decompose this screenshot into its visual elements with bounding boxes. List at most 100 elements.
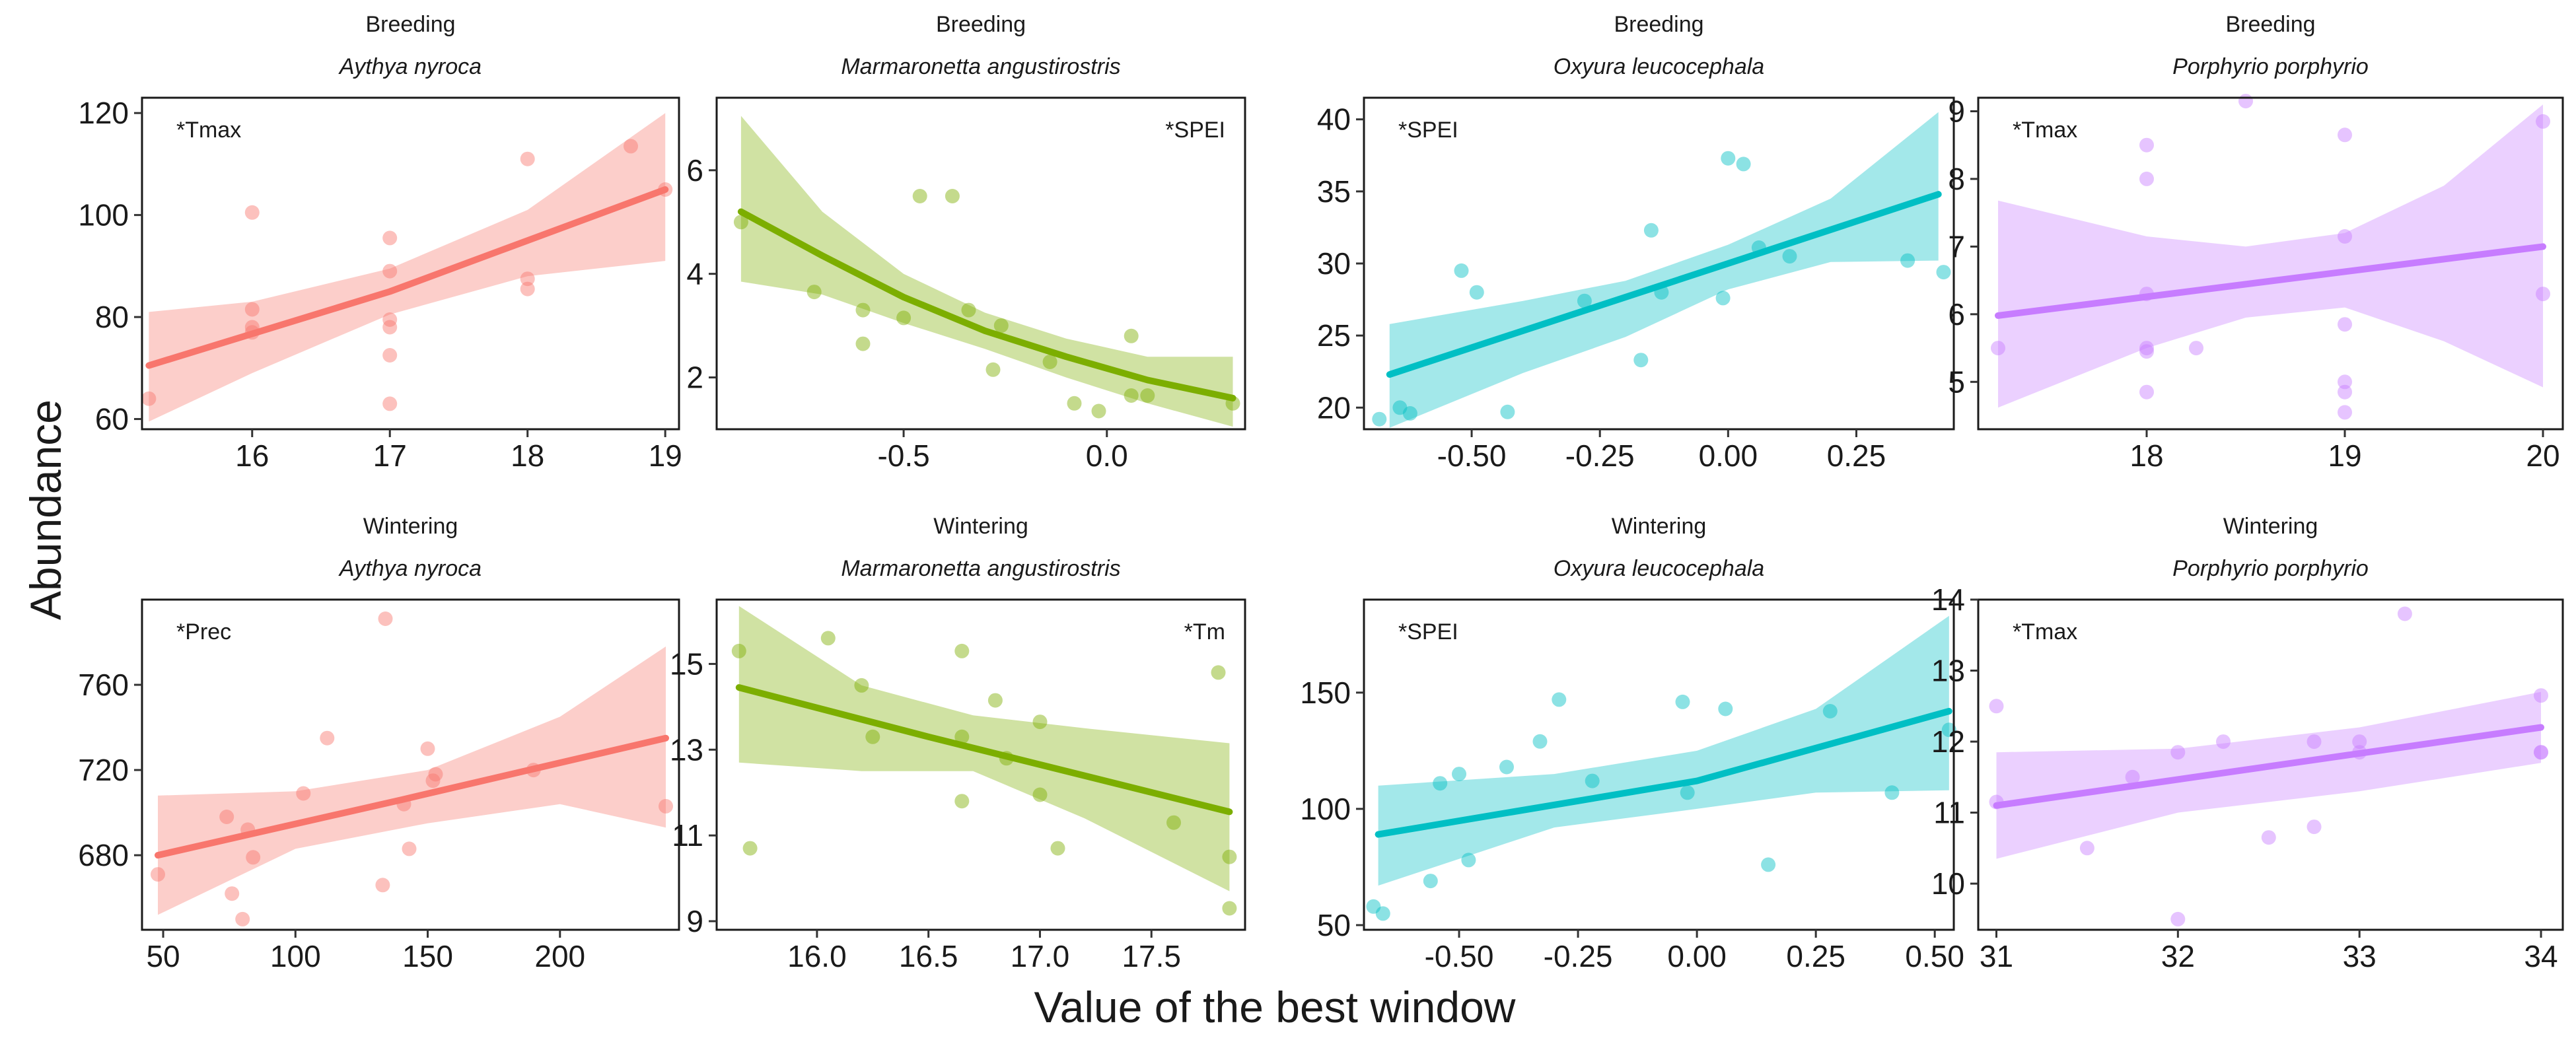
panel-3-y-tick-label-2: 25	[1317, 318, 1351, 353]
panel-1-point-12	[520, 151, 535, 166]
panel-5-x-tick-label-4: 200	[534, 939, 585, 973]
panel-4-point-10	[2338, 127, 2352, 143]
panel-5-y-tick-label-2: 720	[78, 753, 129, 787]
panel-1-point-15	[624, 139, 638, 154]
panel-7-point-14	[1761, 857, 1776, 872]
panel-6-x-tick-label-1: 16.0	[787, 939, 847, 973]
panel-1-x-tick-label-2: 17	[373, 438, 407, 473]
panel-7-confidence-band	[1378, 615, 1949, 886]
panel-6-x-tick-label-2: 16.5	[899, 939, 958, 973]
panel-4-x-tick-label-2: 19	[2328, 438, 2361, 473]
panel-1-point-9	[382, 320, 398, 335]
panel-8-point-1	[1989, 699, 2004, 714]
panel-6-season-label: Wintering	[933, 514, 1028, 539]
panel-7-point-11	[1675, 694, 1690, 709]
x-axis-title: Value of the best window	[1034, 983, 1516, 1031]
panel-8-point-9	[2307, 734, 2322, 750]
panel-5-species-label: Aythya nyroca	[338, 556, 482, 581]
panel-4-annotation: *Tmax	[2013, 118, 2077, 143]
panel-2-x-tick-label-2: 0.0	[1086, 438, 1128, 473]
panel-8-point-8	[2261, 830, 2276, 845]
panel-3-point-17	[1936, 265, 1951, 280]
panel-4-species-label: Porphyrio porphyrio	[2172, 54, 2369, 79]
panel-5-point-15	[428, 767, 443, 782]
panel-3-point-4	[1454, 263, 1469, 278]
panel-8-fit-line	[1993, 724, 2544, 809]
panel-4-season-label: Breeding	[2225, 12, 2315, 37]
panel-2-species-label: Marmaronetta angustirostris	[841, 54, 1120, 79]
panel-7-y-tick-label-1: 50	[1317, 908, 1351, 942]
panel-1-frame	[141, 96, 680, 431]
panel-4-point-2	[2139, 137, 2154, 153]
panel-6-point-16	[1222, 849, 1237, 864]
panel-1-point-7	[382, 263, 398, 279]
panel-3-point-2	[1392, 400, 1408, 415]
panel-7-point-8	[1532, 734, 1548, 749]
panel-6-point-14	[1166, 815, 1181, 830]
panel-4-y-tick-label-3: 7	[1948, 229, 1965, 263]
panel-5-point-17	[659, 798, 673, 814]
panel-8-point-6	[2170, 745, 2186, 760]
panel-8-season-label: Wintering	[2223, 514, 2318, 539]
panel-4-point-7	[2139, 384, 2154, 400]
panel-3-point-16	[1900, 253, 1915, 268]
panel-7-point-3	[1423, 874, 1438, 889]
panel-2-season-label: Breeding	[936, 12, 1026, 37]
panel-3-fit-line	[1386, 191, 1942, 378]
panel-7-y-tick-label-2: 100	[1300, 792, 1351, 826]
panel-4-fit-line	[1995, 243, 2546, 319]
panel-8-y-tick-label-3: 12	[1931, 724, 1965, 759]
panel-8-point-3	[2079, 841, 2094, 856]
panel-5-point-12	[402, 841, 417, 856]
panel-2-point-11	[1042, 355, 1057, 369]
panel-7-x-tick-label-1: -0.50	[1425, 939, 1494, 973]
panel-1-point-11	[382, 396, 398, 411]
panel-3-point-8	[1633, 353, 1649, 368]
panel-7-point-4	[1433, 776, 1448, 791]
panel-3-point-15	[1782, 249, 1797, 264]
panel-2-point-14	[1124, 328, 1139, 343]
panel-2-point-16	[1140, 388, 1155, 403]
panel-1-y-tick-label-3: 100	[78, 198, 129, 232]
panel-1-season-label: Breeding	[365, 12, 455, 37]
panel-5-point-10	[378, 611, 393, 626]
panel-1-point-8	[382, 312, 398, 327]
panel-7-x-tick-label-5: 0.50	[1905, 939, 1964, 973]
panel-8-point-11	[2352, 734, 2367, 750]
panel-4-y-tick-label-4: 8	[1948, 162, 1965, 196]
panel-7-point-13	[1718, 701, 1733, 716]
panel-4-point-11	[2338, 229, 2352, 244]
panel-1-confidence-band	[149, 113, 666, 422]
panel-5-point-1	[151, 867, 165, 882]
panel-8-point-4	[2125, 769, 2140, 784]
panel-3-point-3	[1402, 406, 1417, 421]
panel-5-y-tick-label-1: 680	[78, 838, 129, 872]
panel-1-point-10	[382, 348, 398, 363]
panel-2-annotation: *SPEI	[1165, 118, 1225, 143]
panel-4-frame	[1977, 96, 2564, 431]
panel-1-y-tick-label-4: 120	[78, 96, 129, 130]
panel-4-point-14	[2338, 384, 2352, 400]
panel-8-frame	[1977, 598, 2564, 931]
panel-6-x-tick-label-4: 17.5	[1122, 939, 1181, 973]
panel-1-y-tick-label-1: 60	[95, 402, 129, 436]
panel-5-point-13	[420, 741, 435, 756]
panel-8-y-tick-label-4: 13	[1931, 654, 1965, 688]
panel-6-point-4	[854, 678, 869, 693]
panel-4-y-tick-label-2: 6	[1948, 297, 1965, 331]
panel-3-point-9	[1643, 223, 1659, 238]
panel-7-point-6	[1461, 853, 1476, 868]
panel-8-y-tick-label-5: 14	[1931, 582, 1965, 617]
panel-6-y-tick-label-3: 13	[670, 732, 703, 767]
panel-8-point-7	[2216, 734, 2231, 750]
panel-7-point-7	[1499, 759, 1514, 775]
panel-5-confidence-band	[158, 646, 666, 915]
panel-2-frame	[715, 96, 1246, 431]
panel-5-y-tick-label-3: 760	[78, 668, 129, 702]
panel-4-y-tick-label-1: 5	[1948, 365, 1965, 399]
panel-5-season-label: Wintering	[363, 514, 458, 539]
panel-4-y-tick-label-5: 9	[1948, 94, 1965, 128]
panel-7: Wintering Oxyura leucocephala -0.50 -0.25 0.…	[1300, 514, 1964, 973]
panel-6-y-tick-label-4: 15	[670, 646, 703, 681]
panel-4-point-12	[2338, 317, 2352, 332]
